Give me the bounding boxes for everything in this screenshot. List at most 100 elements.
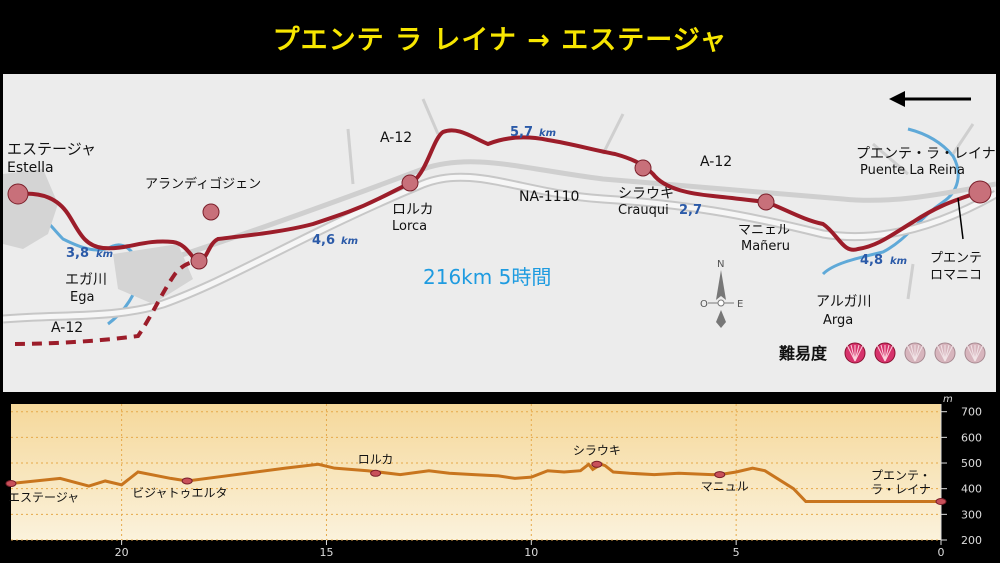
y-axis-ticks: 700 600 500 400 300 200	[940, 404, 982, 547]
y-unit: m	[943, 394, 953, 405]
difficulty-shell-rib	[944, 344, 950, 362]
x-tick-label: 10	[524, 546, 538, 559]
difficulty-shell-rib	[970, 344, 976, 362]
x-tick-label: 15	[319, 546, 333, 559]
y-tick-label: 700	[961, 406, 982, 419]
distance-1: 3,8	[66, 246, 89, 261]
label-arga-en: Arga	[823, 313, 853, 328]
label-maneru-ja: マニェル	[738, 223, 790, 238]
label-romanico-2: ロマニコ	[930, 268, 982, 283]
label-arandigoyen: アランディゴジェン	[145, 176, 261, 192]
dot-villatuerta	[190, 252, 208, 270]
difficulty-shell-rib	[944, 344, 954, 362]
y-tick-label: 300	[961, 508, 982, 521]
road-label-a12-right: A-12	[700, 154, 732, 170]
label-romanico-1: プエンテ	[930, 251, 982, 266]
difficulty-label: 難易度	[779, 344, 828, 363]
difficulty-shell-rib	[936, 344, 946, 362]
river-arga	[821, 127, 960, 276]
waypoint-label: プエンテ・	[871, 469, 931, 483]
y-tick-label: 500	[961, 457, 982, 470]
distance-3-unit: km	[539, 128, 556, 139]
difficulty-shell-rib	[906, 344, 916, 362]
label-ega-ja: エガ川	[65, 272, 107, 288]
town-dots	[7, 159, 992, 270]
waypoint-marker	[935, 498, 947, 506]
profile-grid	[11, 404, 942, 541]
difficulty-shell-rib	[854, 344, 864, 362]
dot-puente	[968, 180, 992, 204]
road-label-a12-left: A-12	[51, 320, 83, 336]
difficulty-shell-rib	[880, 344, 886, 362]
distance-1-unit: km	[96, 249, 113, 260]
main-route	[17, 128, 981, 263]
elevation-profile: 700 600 500 400 300 200 m 20 15 10 5 0 エステージャ ビジャト…	[3, 394, 996, 560]
label-cirauqui-ja: シラウキ	[618, 186, 674, 202]
dot-arandigoyen	[202, 203, 220, 221]
waypoint-label: ロルカ	[358, 452, 394, 466]
waypoint-marker	[5, 480, 17, 488]
dot-lorca	[401, 174, 419, 192]
distance-2-unit: km	[341, 236, 358, 247]
difficulty-shell-rib	[846, 344, 856, 362]
route-map: エステージャ Estella アランディゴジェン ロルカ Lorca シラウキ …	[3, 74, 996, 392]
waypoint-label: ビジャトゥエルタ	[132, 486, 227, 500]
difficulty-shell-rib	[974, 344, 980, 362]
label-lorca-ja: ロルカ	[392, 202, 434, 218]
difficulty-shell-rib	[914, 344, 920, 362]
label-puente-en: Puente La Reina	[860, 163, 965, 178]
distance-3: 5,7	[510, 125, 533, 140]
compass-o: O	[700, 299, 708, 310]
dashed-route	[14, 259, 199, 346]
compass-icon: N O E	[700, 259, 743, 328]
compass-n: N	[717, 259, 724, 270]
road-a12-inner	[3, 174, 996, 322]
waypoint-label: ラ・レイナ	[871, 483, 931, 497]
label-cirauqui-en: Crauqui	[618, 203, 669, 218]
label-arga-ja: アルガ川	[816, 294, 871, 310]
difficulty-shell-rib	[884, 344, 890, 362]
difficulty-shell-rib	[940, 344, 946, 362]
waypoint-marker	[181, 477, 193, 485]
distance-2: 4,6	[312, 233, 335, 248]
waypoint-label: シラウキ	[573, 443, 621, 457]
waypoint-marker	[714, 471, 726, 479]
difficulty-shell-rib	[854, 344, 860, 362]
town-estella	[3, 169, 58, 249]
difficulty-shell-rib	[884, 344, 894, 362]
page-title: プエンテ ラ レイナ → エステージャ	[272, 25, 728, 56]
dot-maneru	[757, 193, 775, 211]
label-ega-en: Ega	[70, 290, 94, 305]
label-lorca-en: Lorca	[392, 219, 427, 234]
waypoint-label: マニュル	[701, 480, 749, 494]
waypoint-marker	[591, 460, 603, 468]
difficulty-shell-rib	[966, 344, 976, 362]
difficulty-rating	[844, 342, 986, 364]
y-tick-label: 200	[961, 534, 982, 547]
x-tick-label: 20	[115, 546, 129, 559]
difficulty-shell-rib	[850, 344, 856, 362]
waypoint-marker	[370, 469, 382, 477]
title-bar: プエンテ ラ レイナ → エステージャ	[0, 0, 1000, 74]
dot-estella	[7, 183, 29, 205]
waypoint-label: エステージャ	[8, 491, 79, 505]
romanico-pointer	[957, 197, 964, 240]
distance-4: 2,7	[679, 203, 702, 218]
road-na1110	[122, 159, 996, 277]
profile-background	[11, 404, 941, 540]
label-puente-ja: プエンテ・ラ・レイナ	[856, 146, 996, 162]
difficulty-shell-rib	[974, 344, 984, 362]
difficulty-shell-rib	[876, 344, 886, 362]
road-label-na1110: NA-1110	[519, 189, 579, 205]
compass-e: E	[737, 299, 743, 310]
x-tick-label: 5	[733, 546, 740, 559]
y-tick-label: 600	[961, 431, 982, 444]
distance-5-unit: km	[890, 256, 907, 267]
distance-5: 4,8	[860, 253, 883, 268]
dot-cirauqui	[634, 159, 652, 177]
label-estella-ja: エステージャ	[7, 140, 96, 158]
town-ega	[113, 244, 193, 304]
x-axis-ticks: 20 15 10 5 0	[115, 540, 945, 559]
route-summary: 216km 5時間	[423, 265, 551, 289]
